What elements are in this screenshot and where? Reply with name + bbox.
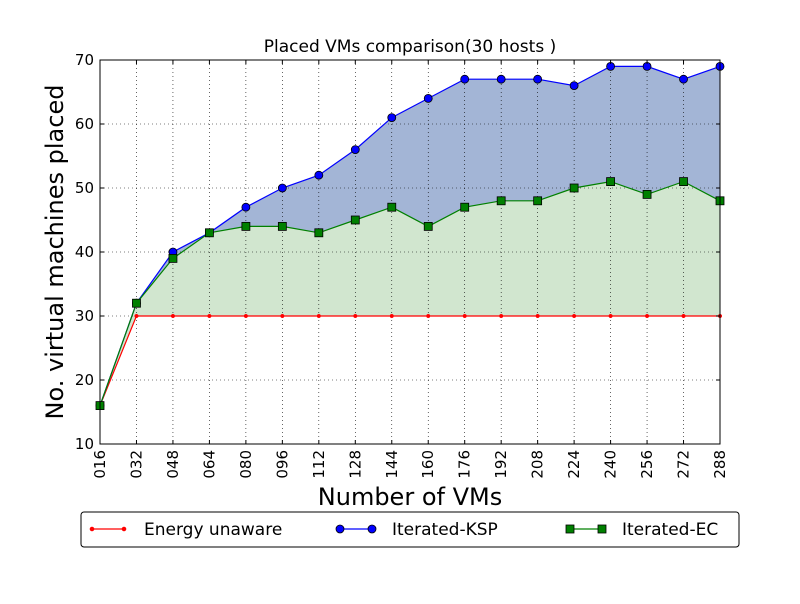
fill-areas <box>100 66 720 406</box>
fill-area-1 <box>100 66 720 406</box>
point-iterated-ec <box>168 253 178 263</box>
point-iterated-ksp <box>387 113 397 122</box>
legend: Energy unaware Iterated-KSP Iterated-EC <box>80 511 740 548</box>
series-line-energy-unaware <box>99 315 720 406</box>
x-tick-label: 240 <box>602 450 620 479</box>
point-energy-unaware <box>170 313 175 319</box>
point-iterated-ec <box>642 189 652 199</box>
chart-title: Placed VMs comparison(30 hosts ) <box>264 37 556 57</box>
x-tick-label: 128 <box>346 450 364 479</box>
point-iterated-ec <box>569 183 579 193</box>
point-iterated-ksp <box>350 145 360 155</box>
point-iterated-ksp <box>241 202 251 212</box>
y-tick-label: 20 <box>75 371 94 389</box>
point-energy-unaware <box>645 313 650 319</box>
point-energy-unaware <box>572 313 577 319</box>
point-iterated-ec <box>606 177 615 187</box>
y-tick-label: 70 <box>75 51 94 69</box>
point-energy-unaware <box>389 313 394 319</box>
series-line-iterated-ksp <box>99 65 721 406</box>
point-energy-unaware <box>280 313 285 319</box>
point-energy-unaware <box>316 313 321 319</box>
x-tick-label: 112 <box>310 450 328 479</box>
point-energy-unaware <box>207 313 212 319</box>
x-tick-label: 080 <box>237 450 255 479</box>
point-iterated-ec <box>205 228 214 238</box>
legend-frame <box>80 511 740 548</box>
point-iterated-ksp <box>533 74 543 84</box>
point-energy-unaware <box>134 313 139 319</box>
x-tick-label: 160 <box>419 450 437 479</box>
x-tick-label: 288 <box>711 450 729 479</box>
x-tick-label: 176 <box>456 450 474 479</box>
legend-marker-iterated-ec <box>565 524 575 534</box>
x-axis-label: Number of VMs <box>318 483 502 511</box>
legend-label-iterated-ksp: Iterated-KSP <box>392 520 498 540</box>
point-iterated-ksp <box>460 74 470 84</box>
point-energy-unaware <box>499 313 504 319</box>
y-tick-label: 60 <box>75 115 94 133</box>
point-iterated-ec <box>460 202 470 212</box>
series-line-iterated-ec <box>99 180 721 406</box>
legend-label-iterated-ec: Iterated-EC <box>622 520 718 540</box>
point-iterated-ec <box>314 228 324 238</box>
y-axis-label: No. virtual machines placed <box>41 85 69 420</box>
x-tick-label: 016 <box>91 450 109 479</box>
x-tick-label: 272 <box>675 450 693 479</box>
point-iterated-ec <box>132 298 141 308</box>
y-tick-label: 40 <box>75 243 94 261</box>
legend-marker-iterated-ksp <box>335 524 345 534</box>
point-iterated-ec <box>423 221 433 231</box>
legend-marker-energy-unaware <box>121 526 127 532</box>
point-energy-unaware <box>462 313 467 319</box>
point-energy-unaware <box>681 313 686 319</box>
x-tick-label: 048 <box>164 450 182 479</box>
point-iterated-ec <box>241 221 251 231</box>
x-tick-label: 192 <box>492 450 510 479</box>
point-iterated-ec <box>277 221 287 231</box>
point-iterated-ksp <box>277 183 287 193</box>
point-iterated-ec <box>679 177 688 187</box>
x-tick-label: 224 <box>565 450 583 479</box>
legend-label-energy-unaware: Energy unaware <box>144 520 282 540</box>
point-energy-unaware <box>243 313 248 319</box>
point-iterated-ksp <box>314 170 324 180</box>
axis-ticks: 016 032 048 064 080 096 112 128 144 160 176 192 208 2… <box>75 51 729 479</box>
legend-marker-energy-unaware <box>89 526 95 532</box>
series-lines <box>99 65 721 406</box>
point-energy-unaware <box>608 313 613 319</box>
y-tick-label: 10 <box>75 435 94 453</box>
x-tick-label: 064 <box>200 450 218 479</box>
gridlines <box>100 60 720 444</box>
y-tick-label: 30 <box>75 307 94 325</box>
x-tick-label: 032 <box>127 450 145 479</box>
legend-marker-iterated-ksp <box>367 524 377 534</box>
x-tick-label: 208 <box>529 450 547 479</box>
series-markers <box>95 62 725 411</box>
point-iterated-ksp <box>569 81 579 90</box>
point-iterated-ec <box>496 196 506 206</box>
x-tick-label: 096 <box>273 450 291 479</box>
point-iterated-ec <box>533 196 543 206</box>
point-energy-unaware <box>535 313 540 319</box>
x-tick-label: 256 <box>638 450 656 479</box>
point-energy-unaware <box>353 313 358 319</box>
point-iterated-ec <box>350 215 360 225</box>
point-energy-unaware <box>426 313 431 319</box>
fill-area-2 <box>100 181 720 406</box>
y-tick-label: 50 <box>75 179 94 197</box>
point-iterated-ec <box>387 202 397 212</box>
point-iterated-ksp <box>496 74 506 84</box>
x-tick-label: 144 <box>383 450 401 479</box>
legend-marker-iterated-ec <box>597 524 607 534</box>
point-iterated-ksp <box>679 74 688 84</box>
point-iterated-ksp <box>423 94 433 103</box>
